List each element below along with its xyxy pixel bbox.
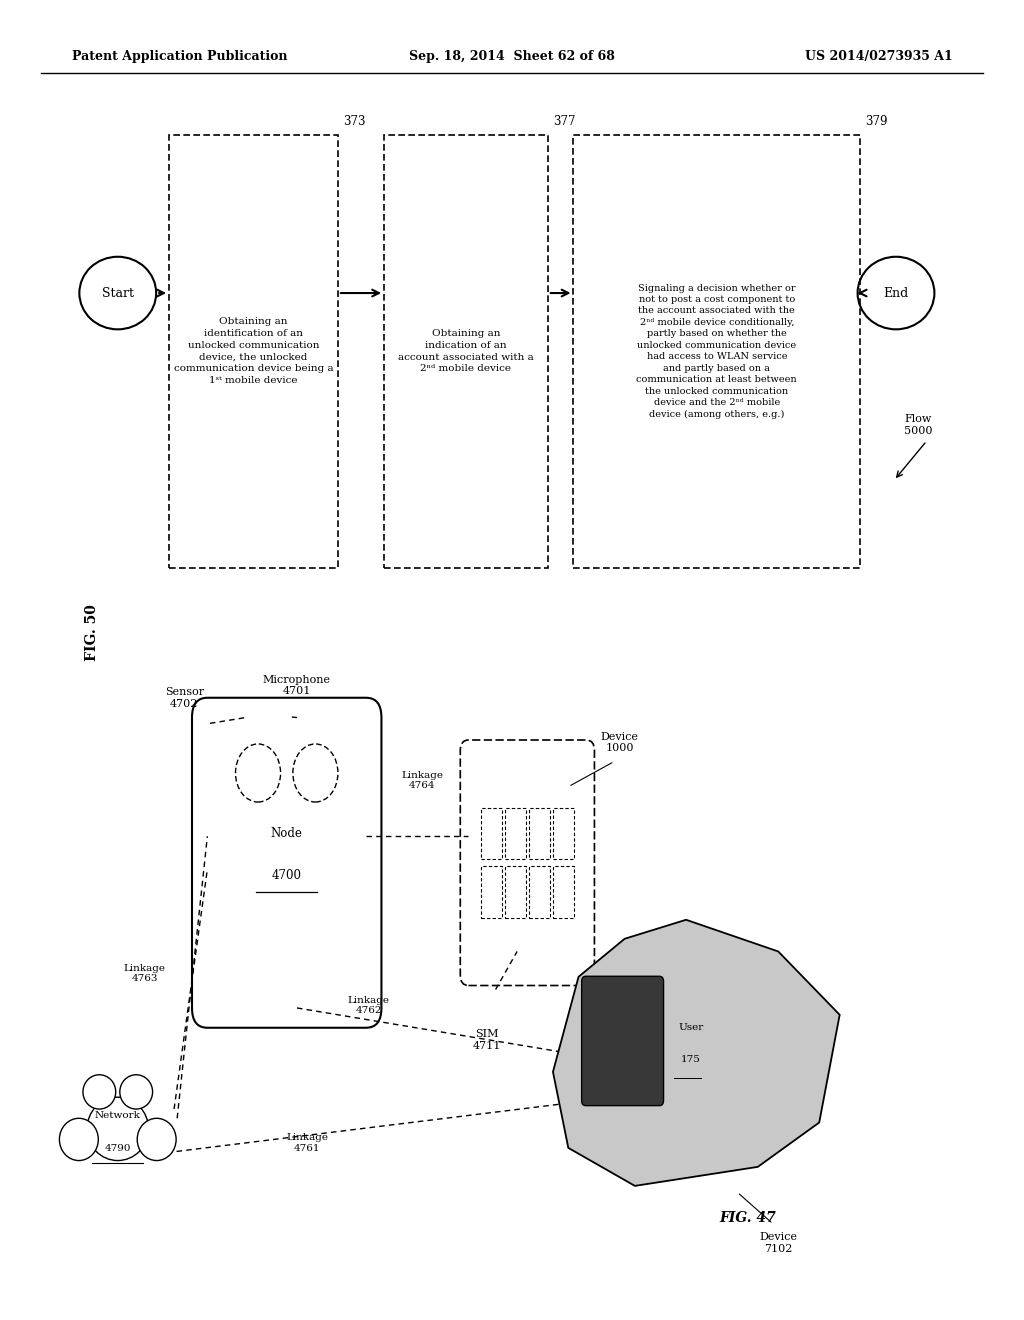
Ellipse shape [120, 1074, 153, 1109]
Ellipse shape [87, 1097, 148, 1160]
Text: Patent Application Publication: Patent Application Publication [72, 50, 287, 63]
Text: 379: 379 [865, 115, 888, 128]
Text: SIM
4711: SIM 4711 [472, 1030, 501, 1051]
Text: Sensor
4702: Sensor 4702 [165, 688, 204, 709]
Text: Start: Start [101, 286, 134, 300]
Text: End: End [884, 286, 908, 300]
Text: Linkage
4763: Linkage 4763 [124, 964, 166, 983]
Text: US 2014/0273935 A1: US 2014/0273935 A1 [805, 50, 952, 63]
Text: 4790: 4790 [104, 1144, 131, 1154]
Text: 373: 373 [343, 115, 366, 128]
Text: FIG. 50: FIG. 50 [85, 605, 99, 661]
Text: Linkage
4762: Linkage 4762 [347, 995, 390, 1015]
Text: Device
7102: Device 7102 [759, 1232, 798, 1254]
Text: Node: Node [270, 828, 303, 841]
Text: Microphone
4701: Microphone 4701 [263, 675, 331, 696]
Text: Signaling a decision whether or
not to post a cost component to
the account asso: Signaling a decision whether or not to p… [637, 284, 797, 418]
Text: 175: 175 [681, 1055, 701, 1064]
Ellipse shape [137, 1118, 176, 1160]
Text: FIG. 47: FIG. 47 [719, 1210, 776, 1225]
Text: Device
1000: Device 1000 [600, 731, 639, 754]
Text: Sep. 18, 2014  Sheet 62 of 68: Sep. 18, 2014 Sheet 62 of 68 [409, 50, 615, 63]
Text: 4700: 4700 [271, 870, 302, 883]
Text: Obtaining an
identification of an
unlocked communication
device, the unlocked
co: Obtaining an identification of an unlock… [174, 317, 333, 385]
Text: Linkage
4761: Linkage 4761 [286, 1133, 329, 1152]
Text: Network: Network [95, 1111, 140, 1121]
Text: Linkage
4764: Linkage 4764 [401, 771, 443, 791]
Polygon shape [553, 920, 840, 1185]
Text: Obtaining an
indication of an
account associated with a
2ⁿᵈ mobile device: Obtaining an indication of an account as… [398, 329, 534, 374]
Ellipse shape [59, 1118, 98, 1160]
Text: Flow
5000: Flow 5000 [904, 414, 933, 436]
Text: 377: 377 [553, 115, 575, 128]
Text: User: User [679, 1023, 703, 1032]
Ellipse shape [83, 1074, 116, 1109]
FancyBboxPatch shape [582, 977, 664, 1106]
